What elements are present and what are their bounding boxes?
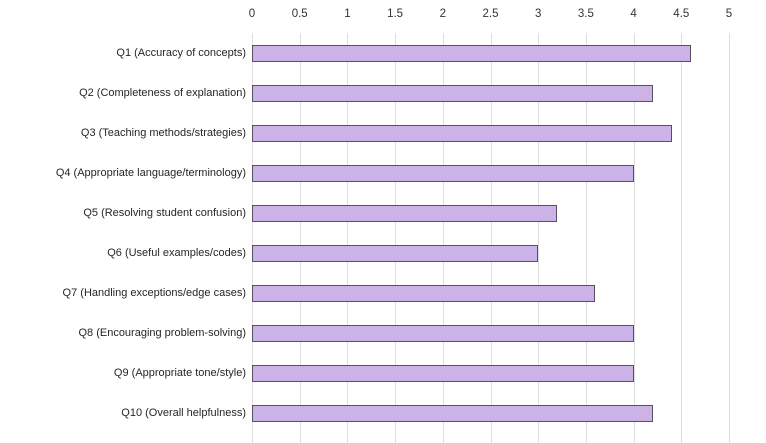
gridline — [681, 33, 683, 443]
bar — [252, 124, 672, 142]
gridline — [633, 33, 635, 443]
x-tick-label: 5 — [725, 8, 733, 20]
category-label: Q1 (Accuracy of concepts) — [116, 47, 246, 59]
category-label: Q6 (Useful examples/codes) — [107, 247, 246, 259]
x-tick-label: 3.5 — [577, 8, 594, 20]
bar — [252, 84, 653, 102]
x-tick-label: 2.5 — [482, 8, 499, 20]
gridline — [442, 33, 444, 443]
bar — [252, 404, 653, 422]
bar — [252, 284, 596, 302]
x-tick-label: 4 — [630, 8, 637, 20]
gridline — [252, 33, 253, 443]
x-tick-label: 1 — [344, 8, 351, 20]
category-label: Q9 (Appropriate tone/style) — [113, 367, 246, 379]
x-tick-label: 4.5 — [673, 8, 690, 20]
gridline — [299, 33, 301, 443]
gridline — [585, 33, 587, 443]
x-tick-label: 2 — [439, 8, 446, 20]
category-label: Q3 (Teaching methods/strategies) — [80, 127, 246, 139]
x-tick-label: 0.5 — [291, 8, 308, 20]
bar — [252, 244, 539, 262]
category-label: Q10 (Overall helpfulness) — [121, 407, 246, 419]
gridline — [347, 33, 349, 443]
bar — [252, 364, 634, 382]
x-tick-label: 3 — [534, 8, 542, 20]
category-label: Q2 (Completeness of explanation) — [79, 87, 246, 99]
bar — [252, 324, 634, 342]
bar — [252, 164, 634, 182]
gridline — [538, 33, 540, 443]
gridline — [395, 33, 397, 443]
x-tick-label: 0 — [248, 8, 256, 20]
category-label: Q5 (Resolving student confusion) — [83, 207, 246, 219]
gridline — [490, 33, 492, 443]
category-label: Q4 (Appropriate language/terminology) — [55, 167, 246, 179]
bar — [252, 204, 558, 222]
category-label: Q8 (Encouraging problem-solving) — [78, 327, 246, 339]
gridline — [729, 33, 730, 443]
category-label: Q7 (Handling exceptions/edge cases) — [62, 287, 246, 299]
x-tick-label: 1.5 — [387, 8, 404, 20]
bar — [252, 44, 691, 62]
